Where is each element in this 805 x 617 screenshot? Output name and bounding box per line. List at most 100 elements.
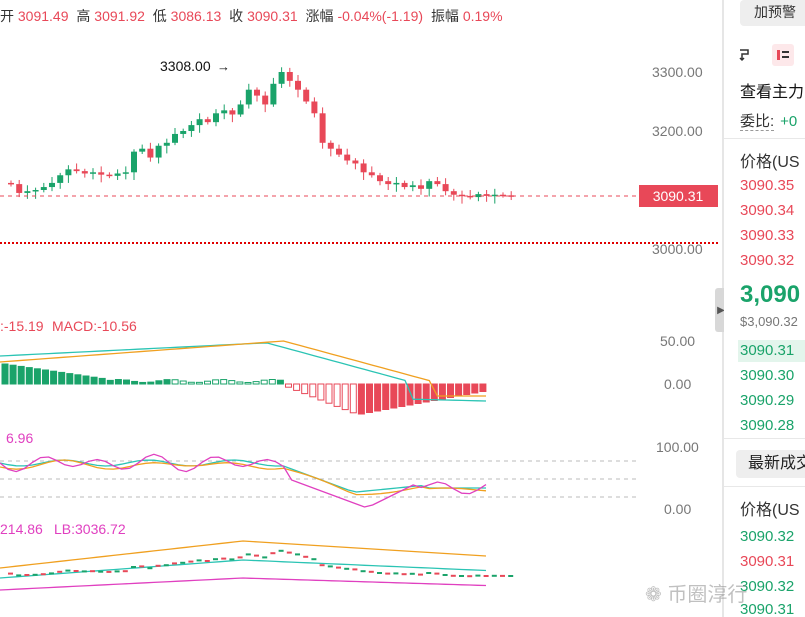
macd-bar xyxy=(131,380,139,385)
boll-candle xyxy=(172,562,177,565)
macd-bar xyxy=(309,383,317,398)
bid-row[interactable]: 3090.28 xyxy=(740,417,795,434)
orderbook-both-icon[interactable] xyxy=(772,44,794,66)
boll-label: 214.86 xyxy=(0,521,43,537)
macd-bar xyxy=(244,381,252,385)
boll-candle xyxy=(221,557,227,560)
candle-body xyxy=(360,163,367,173)
boll-candle xyxy=(426,572,432,574)
change-value: -0.04%(-1.19) xyxy=(337,8,424,24)
boll-candle xyxy=(483,575,489,577)
macd-bar xyxy=(171,379,179,385)
chart-area[interactable]: 开 3091.49 高 3091.92 低 3086.13 收 3090.31 … xyxy=(0,0,722,617)
macd-bar xyxy=(390,383,398,409)
ask-row[interactable]: 3090.35 xyxy=(740,177,795,194)
boll-candle xyxy=(163,564,169,567)
bid-row[interactable]: 3090.30 xyxy=(740,367,795,384)
candlestick-chart[interactable]: 3090.31 3308.00 → 3300.00 3200.00 3000.0… xyxy=(0,0,722,617)
macd-bar xyxy=(74,374,82,385)
last-price-usd: $3,090.32 xyxy=(740,314,798,329)
orderbook-layout-icon[interactable] xyxy=(734,44,756,66)
macd-bar xyxy=(374,383,382,412)
boll-candle xyxy=(434,572,440,575)
bid-row[interactable]: 3090.31 xyxy=(740,342,795,359)
macd-bar xyxy=(204,380,211,385)
candle-body xyxy=(500,194,506,197)
candle-body xyxy=(401,182,408,188)
candle-body xyxy=(8,182,14,185)
boll-candle xyxy=(311,558,317,561)
boll-candle xyxy=(139,565,145,568)
boll-candle xyxy=(73,570,79,572)
kdj-axis-100: 100.00 xyxy=(656,439,699,455)
boll-candle xyxy=(295,553,300,556)
sidebar-divider xyxy=(724,138,805,139)
candle-body xyxy=(336,148,342,155)
boll-candles xyxy=(8,549,514,578)
boll-candle xyxy=(254,554,259,557)
bid-row[interactable]: 3090.29 xyxy=(740,392,795,409)
latest-trades-tab[interactable]: 最新成交 xyxy=(736,450,805,478)
high-label: 高 xyxy=(76,8,91,24)
boll-candle xyxy=(131,566,136,568)
boll-candle xyxy=(409,572,415,575)
boll-candle xyxy=(180,561,186,564)
boll-lower-line xyxy=(0,577,487,591)
boll-candle xyxy=(245,553,251,556)
macd-bar xyxy=(25,367,33,385)
candle-body xyxy=(155,145,162,158)
candle-body xyxy=(278,72,285,84)
candle-body xyxy=(319,113,326,143)
candle-body xyxy=(311,101,318,114)
candle-body xyxy=(418,185,424,189)
macd-bar xyxy=(414,383,422,404)
candle-body xyxy=(475,194,482,198)
boll-upper-line xyxy=(0,540,487,569)
candle-body xyxy=(352,160,359,164)
candle-body xyxy=(90,172,96,174)
macd-bar xyxy=(301,383,309,395)
macd-bar xyxy=(430,383,438,401)
ask-row[interactable]: 3090.33 xyxy=(740,227,795,244)
macd-bar xyxy=(293,383,301,391)
candle-body xyxy=(16,184,23,193)
candle-body xyxy=(270,83,277,105)
add-alert-button[interactable]: 加预警 xyxy=(740,0,805,26)
boll-lb-label: LB:3036.72 xyxy=(54,521,126,537)
boll-candle xyxy=(377,572,382,574)
ask-row[interactable]: 3090.34 xyxy=(740,202,795,219)
bid-highlight xyxy=(738,340,805,362)
macd-bar xyxy=(471,383,479,394)
boll-candle xyxy=(65,569,71,572)
boll-candle xyxy=(278,549,284,552)
candle-body xyxy=(237,104,244,115)
boll-candle xyxy=(360,570,366,573)
candle-body xyxy=(147,148,154,158)
macd-bar xyxy=(438,383,446,400)
view-main-force-title[interactable]: 查看主力 xyxy=(740,84,805,101)
macd-bar xyxy=(187,381,195,385)
ask-row[interactable]: 3090.32 xyxy=(740,252,795,269)
macd-bar xyxy=(228,380,236,385)
boll-candle xyxy=(8,572,13,575)
orderbook-price-header: 价格(US xyxy=(740,154,800,171)
macd-bar xyxy=(422,383,430,403)
candle-body xyxy=(131,151,137,173)
boll-candle xyxy=(393,572,399,575)
macd-histogram xyxy=(1,363,487,415)
boll-candle xyxy=(303,555,309,558)
macd-bar xyxy=(357,383,365,415)
boll-candle xyxy=(16,574,22,577)
macd-bar xyxy=(1,363,9,385)
candle-body xyxy=(385,181,392,185)
candle-body xyxy=(81,171,88,174)
macd-bar xyxy=(123,379,130,385)
macd-dea-line xyxy=(0,340,486,397)
macd-bar xyxy=(260,379,268,385)
current-price-tag xyxy=(639,185,718,207)
candle-body xyxy=(40,187,47,190)
candle-body xyxy=(377,175,383,182)
macd-bar xyxy=(479,383,487,392)
boll-candle xyxy=(98,570,104,573)
candle-body xyxy=(254,89,260,96)
